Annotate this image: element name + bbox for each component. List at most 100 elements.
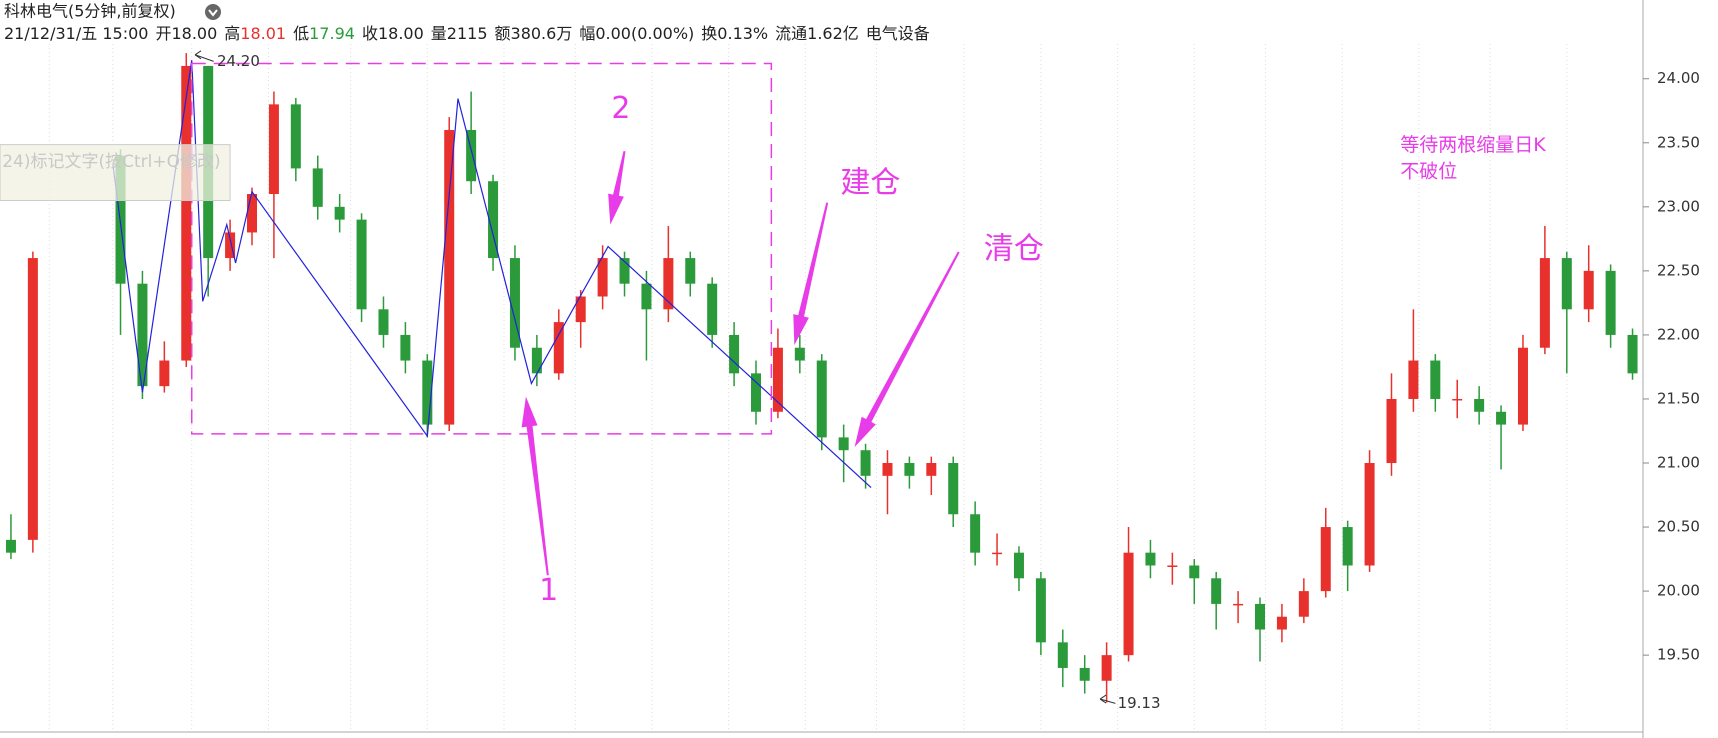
candle-body bbox=[619, 258, 630, 284]
candle-body bbox=[772, 347, 783, 412]
candle-body bbox=[466, 129, 477, 182]
candle-body bbox=[531, 347, 542, 374]
candle-body bbox=[663, 258, 674, 310]
candle-body bbox=[400, 334, 411, 361]
y-tick-label: 23.50 bbox=[1657, 133, 1700, 151]
candle-body bbox=[948, 463, 959, 515]
candle-body bbox=[1123, 552, 1134, 656]
info-label: 收 bbox=[362, 24, 378, 43]
annotation-arrow bbox=[793, 202, 829, 346]
candle-body bbox=[1517, 347, 1528, 425]
candle-body bbox=[1474, 398, 1485, 412]
candle-body bbox=[1079, 667, 1090, 681]
annotation-note: 等待两根缩量日K bbox=[1400, 134, 1546, 156]
info-label: 电气设备 bbox=[866, 24, 930, 43]
annotation-label: 建仓 bbox=[840, 166, 900, 201]
range-box bbox=[190, 62, 773, 435]
info-label: 量 bbox=[431, 24, 447, 43]
candle-body bbox=[1101, 655, 1112, 681]
candle-body bbox=[685, 258, 696, 284]
info-value: 0.00(0.00%) bbox=[595, 24, 694, 43]
y-tick-label: 23.00 bbox=[1657, 197, 1700, 215]
candle-body bbox=[794, 347, 805, 361]
low-pointer bbox=[1099, 694, 1116, 704]
candle-body bbox=[1255, 603, 1266, 630]
y-tick-label: 24.00 bbox=[1657, 69, 1700, 87]
candle-body bbox=[378, 309, 389, 335]
candle-body bbox=[1342, 527, 1353, 566]
candle-body bbox=[1035, 578, 1046, 643]
annotation-note: 不破位 bbox=[1400, 161, 1457, 183]
candle-body bbox=[1189, 565, 1200, 579]
candle-body bbox=[1233, 603, 1244, 606]
candle-body bbox=[882, 463, 893, 476]
candle-body bbox=[1583, 270, 1594, 310]
y-tick-label: 19.50 bbox=[1657, 646, 1700, 664]
hint-box bbox=[0, 144, 231, 202]
candle-body bbox=[575, 296, 586, 323]
candle-body bbox=[729, 334, 740, 374]
candle-body bbox=[1013, 552, 1024, 579]
candle-body bbox=[816, 360, 827, 438]
info-label: 高 bbox=[224, 24, 240, 43]
candle-body bbox=[1211, 578, 1222, 604]
candle-body bbox=[1386, 398, 1397, 464]
y-tick-label: 22.00 bbox=[1657, 325, 1700, 343]
candle-body bbox=[553, 322, 564, 374]
candle-body bbox=[444, 129, 455, 425]
y-tick-label: 21.50 bbox=[1657, 389, 1700, 407]
candle-body bbox=[422, 360, 433, 425]
candle-body bbox=[356, 219, 367, 310]
candle-body bbox=[904, 463, 915, 476]
candle-body bbox=[290, 104, 301, 169]
candle-body bbox=[970, 514, 981, 553]
annotation-arrow bbox=[521, 396, 549, 576]
candle-body bbox=[1145, 552, 1156, 566]
candle-body bbox=[1452, 398, 1463, 401]
candle-body bbox=[27, 258, 38, 540]
candle-body bbox=[1276, 616, 1287, 630]
annotation-arrow bbox=[854, 251, 960, 448]
info-label: 流通 bbox=[775, 24, 807, 43]
candle-body bbox=[247, 194, 258, 233]
hint-text: 24)标记文字(按Ctrl+Q修改) bbox=[2, 152, 220, 172]
info-value: 18.00 bbox=[171, 24, 217, 43]
info-label: 换 bbox=[701, 24, 717, 43]
candle-body bbox=[1430, 360, 1441, 399]
annotation-label: 2 bbox=[611, 91, 630, 126]
candle-body bbox=[992, 552, 1003, 555]
candle-body bbox=[488, 181, 499, 259]
candle-body bbox=[1167, 565, 1178, 567]
y-tick-label: 20.00 bbox=[1657, 582, 1700, 600]
dropdown-icon[interactable] bbox=[205, 4, 221, 20]
candle-body bbox=[334, 206, 345, 220]
annotation-label: 1 bbox=[539, 573, 558, 608]
info-value: 1.62亿 bbox=[807, 24, 859, 43]
candle-body bbox=[181, 65, 192, 361]
info-line: 21/12/31/五 15:00 开18.00 高18.01 低17.94 收18.00… bbox=[4, 24, 930, 43]
candle-body bbox=[1057, 642, 1068, 668]
candle-body bbox=[312, 168, 323, 207]
high-marker: 24.20 bbox=[217, 52, 260, 70]
candle-body bbox=[1561, 258, 1572, 310]
candle-body bbox=[159, 360, 170, 387]
candle-body bbox=[268, 104, 279, 195]
candle-body bbox=[1298, 591, 1309, 617]
info-value: 0.13% bbox=[717, 24, 768, 43]
annotation-label: 清仓 bbox=[984, 231, 1044, 266]
info-value: 18.01 bbox=[240, 24, 286, 43]
info-label: 开 bbox=[155, 24, 171, 43]
candle-body bbox=[137, 283, 148, 387]
candle-body bbox=[1605, 270, 1616, 335]
candle-body bbox=[509, 258, 520, 348]
info-label: 幅 bbox=[579, 24, 595, 43]
dropdown-arrow bbox=[208, 9, 218, 17]
info-value: 380.6万 bbox=[511, 24, 573, 43]
trend-zigzag bbox=[112, 60, 872, 489]
high-pointer bbox=[194, 50, 214, 62]
info-value: 2115 bbox=[447, 24, 488, 43]
candle-body bbox=[838, 437, 849, 451]
info-value: 17.94 bbox=[309, 24, 355, 43]
